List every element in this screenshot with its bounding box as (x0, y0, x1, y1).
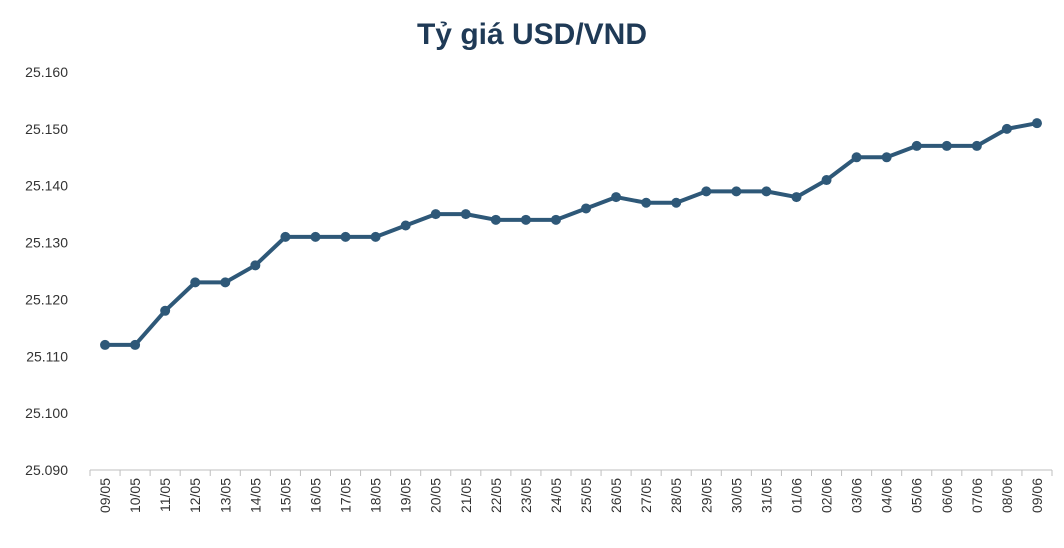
data-point (581, 203, 592, 214)
data-point (490, 214, 501, 225)
x-tick-label: 17/05 (338, 478, 354, 513)
data-point (1001, 123, 1012, 134)
y-tick-label: 25.120 (25, 291, 68, 307)
data-point (100, 339, 111, 350)
x-tick-label: 05/06 (909, 478, 925, 513)
data-point (821, 175, 832, 186)
data-point (280, 231, 291, 242)
data-point (761, 186, 772, 197)
data-point (250, 260, 261, 271)
data-point (190, 277, 201, 288)
x-tick-label: 13/05 (217, 478, 233, 513)
x-tick-label: 31/05 (758, 478, 774, 513)
x-tick-label: 27/05 (638, 478, 654, 513)
x-tick-label: 08/06 (999, 478, 1015, 513)
x-tick-label: 06/06 (939, 478, 955, 513)
data-point (1031, 118, 1042, 129)
data-point (971, 140, 982, 151)
data-point (430, 209, 441, 220)
x-tick-label: 24/05 (548, 478, 564, 513)
x-tick-label: 12/05 (187, 478, 203, 513)
data-point (941, 140, 952, 151)
data-point (310, 231, 321, 242)
x-tick-label: 30/05 (728, 478, 744, 513)
data-point (550, 214, 561, 225)
series-line (103, 121, 1039, 347)
data-point (130, 339, 141, 350)
y-tick-label: 25.130 (25, 235, 68, 251)
data-point (671, 197, 682, 208)
x-tick-label: 09/06 (1029, 478, 1045, 513)
y-axis: 25.090 25.100 25.110 25.120 25.130 25.140 25.1… (25, 64, 68, 478)
x-tick-label: 09/05 (97, 478, 113, 513)
data-point (160, 305, 171, 316)
y-tick-label: 25.100 (25, 405, 68, 421)
x-tick-label: 04/06 (879, 478, 895, 513)
x-tick-label: 22/05 (488, 478, 504, 513)
x-axis: 09/05 10/05 11/05 12/05 13/05 14/05 15/05 16/05… (89, 469, 1053, 513)
x-tick-label: 01/06 (788, 478, 804, 513)
x-tick-label: 11/05 (157, 478, 173, 512)
x-tick-label: 26/05 (608, 478, 624, 513)
y-tick-label: 25.090 (25, 462, 68, 478)
y-tick-label: 25.150 (25, 121, 68, 137)
data-point (220, 277, 231, 288)
data-point (881, 152, 892, 163)
y-tick-label: 25.110 (26, 348, 68, 364)
data-point (611, 192, 622, 203)
x-tick-label: 28/05 (668, 478, 684, 513)
x-tick-label: 16/05 (307, 478, 323, 513)
x-tick-label: 10/05 (127, 478, 143, 513)
chart-title: Tỷ giá USD/VND (417, 18, 647, 51)
data-point (400, 220, 411, 231)
data-point (731, 186, 742, 197)
x-tick-label: 15/05 (277, 478, 293, 513)
x-tick-label: 02/06 (819, 478, 835, 513)
series-layer (100, 118, 1042, 350)
y-tick-label: 25.140 (25, 178, 68, 194)
data-point (851, 152, 862, 163)
data-point (340, 231, 351, 242)
x-tick-label: 23/05 (518, 478, 534, 513)
data-point (641, 197, 652, 208)
x-tick-label: 18/05 (368, 478, 384, 513)
data-point (520, 214, 531, 225)
x-tick-label: 07/06 (969, 478, 985, 513)
data-point (791, 192, 802, 203)
x-tick-label: 03/06 (849, 478, 865, 513)
data-point (370, 231, 381, 242)
x-tick-label: 25/05 (578, 478, 594, 513)
x-tick-label: 20/05 (428, 478, 444, 513)
x-tick-label: 19/05 (398, 478, 414, 513)
data-point (460, 209, 471, 220)
x-tick-label: 21/05 (458, 478, 474, 513)
data-point (701, 186, 712, 197)
data-point (911, 140, 922, 151)
y-tick-label: 25.160 (25, 64, 68, 80)
x-tick-label: 14/05 (247, 478, 263, 513)
x-tick-label: 29/05 (698, 478, 714, 513)
